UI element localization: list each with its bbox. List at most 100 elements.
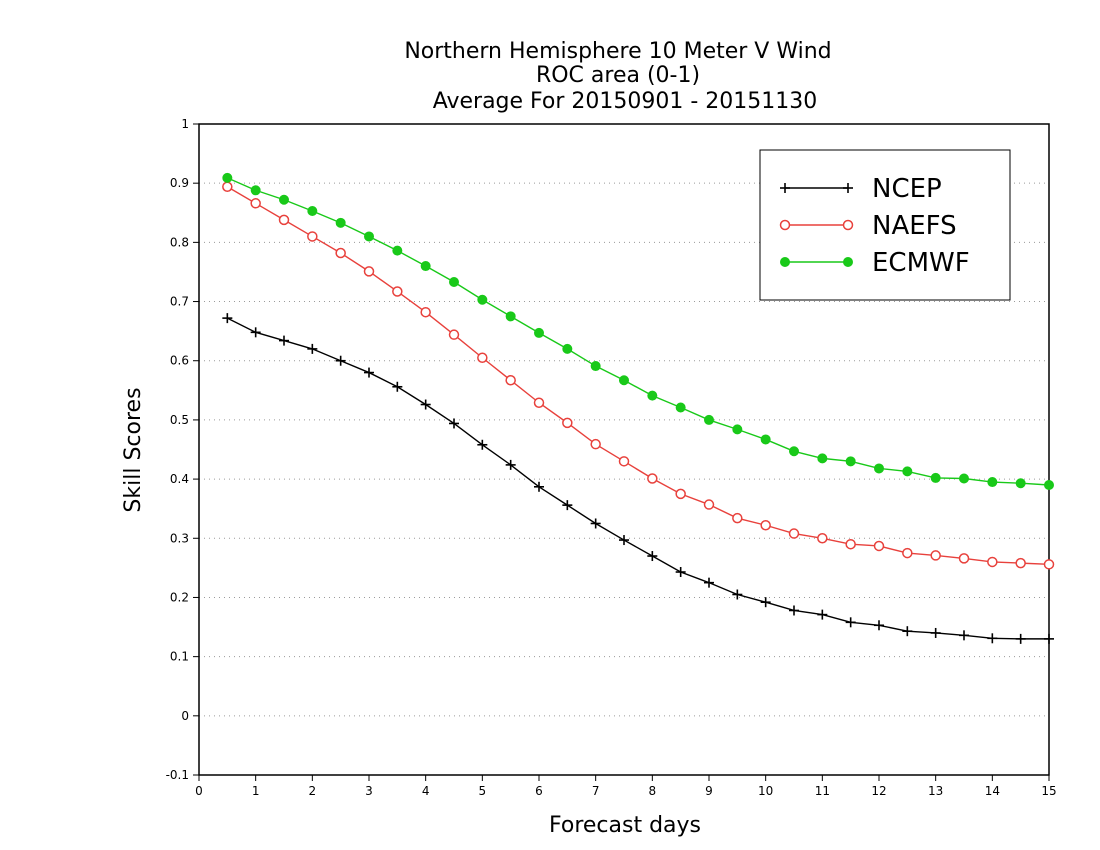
data-point-ncep [647,551,658,562]
x-tick-label: 6 [535,784,543,798]
x-tick-label: 11 [815,784,830,798]
chart-title-line-1: Northern Hemisphere 10 Meter V Wind [404,39,831,64]
data-point-naefs [732,512,743,524]
data-point-naefs [817,533,828,544]
data-point-ecmwf [647,390,658,401]
y-tick-label: 0.7 [170,295,189,309]
data-point-naefs [1043,559,1055,570]
legend-marker-ecmwf [780,257,790,267]
x-tick-label: 13 [928,784,943,798]
x-tick-label: 2 [309,784,317,798]
data-point-ncep [987,633,998,644]
series-naefs [222,181,1055,570]
x-tick-label: 9 [705,784,713,798]
legend: NCEP NAEFS ECMWF [759,149,1011,301]
data-point-ecmwf [279,194,289,205]
series-ncep [222,313,1054,644]
y-tick-label: 0.3 [170,531,189,545]
data-point-naefs [335,247,346,259]
data-point-ncep [477,439,488,450]
x-tick-label: 7 [592,784,600,798]
y-tick-label: 0.5 [170,413,189,427]
data-point-ncep [817,609,828,620]
data-point-ncep [534,481,544,492]
data-point-ecmwf [675,402,686,413]
data-point-ncep [1044,633,1054,644]
y-tick-label: 0.1 [170,650,189,664]
y-tick-label: 1 [181,117,189,131]
data-point-ecmwf [392,245,403,256]
data-point-ncep [222,313,233,324]
x-tick-label: 0 [195,784,203,798]
data-point-ecmwf [364,231,374,242]
y-tick-label: 0.4 [170,472,189,486]
data-point-naefs [788,528,800,539]
data-point-naefs [618,456,630,467]
data-point-naefs [930,550,941,561]
data-point-ecmwf [590,361,601,372]
legend-label-ncep: NCEP [872,174,942,204]
x-axis-label: Forecast days [549,813,701,838]
plot-frame [198,123,1050,776]
data-point-ecmwf [760,434,771,445]
data-point-ecmwf [335,217,346,228]
data-point-ecmwf [930,472,941,483]
data-point-ecmwf [1044,480,1054,491]
data-point-ecmwf [505,311,516,322]
x-tick-label: 4 [422,784,430,798]
data-point-ecmwf [817,453,828,464]
data-point-naefs [675,488,686,500]
legend-marker-ncep [780,183,790,193]
data-point-ncep [930,627,941,638]
x-tick-label: 14 [985,784,1000,798]
data-point-ecmwf [562,343,573,354]
data-point-ecmwf [987,477,998,488]
data-point-ecmwf [845,456,856,467]
x-tick-label: 3 [365,784,373,798]
data-point-naefs [958,553,970,564]
legend-marker-naefs [779,219,791,231]
data-point-ncep [392,381,403,392]
data-point-ncep [307,343,318,354]
data-point-ecmwf [874,463,884,474]
data-point-ecmwf [789,446,799,457]
series-line-ncep [227,317,1049,640]
data-point-ncep [760,597,771,608]
data-point-ecmwf [902,466,913,477]
data-point-naefs [278,214,290,226]
y-axis-label: Skill Scores [121,387,146,512]
data-point-ncep [562,500,573,511]
data-point-ecmwf [420,261,431,272]
data-point-ecmwf [959,473,969,484]
data-point-ncep [789,605,799,616]
data-point-naefs [477,352,488,364]
data-point-ecmwf [732,424,743,435]
data-point-ecmwf [1015,478,1026,489]
data-point-ncep [364,367,374,378]
data-point-naefs [590,438,601,450]
data-point-ncep [1015,633,1026,644]
data-point-ncep [704,577,714,588]
data-point-ecmwf [477,294,488,305]
series-lines [222,172,1055,644]
data-point-naefs [250,198,261,209]
x-tick-label: 12 [871,784,886,798]
data-point-ncep [335,355,346,366]
data-point-ncep [505,459,516,470]
data-point-ncep [959,630,969,641]
data-point-ncep [675,567,686,578]
data-point-ncep [420,399,431,410]
axes: -0.100.10.20.30.40.50.60.70.80.910 1 2 3 4 5 6… [166,117,1057,798]
data-point-ecmwf [307,205,318,216]
y-tick-label: 0.2 [170,590,189,604]
data-point-ecmwf [250,185,261,196]
data-point-ecmwf [704,414,714,425]
y-tick-label: -0.1 [166,768,189,782]
data-point-ncep [250,327,261,338]
y-tick-label: 0.6 [170,354,189,368]
data-point-naefs [703,499,715,510]
legend-label-naefs: NAEFS [872,211,957,241]
y-tick-label: 0.8 [170,235,189,249]
data-point-naefs [392,286,403,297]
